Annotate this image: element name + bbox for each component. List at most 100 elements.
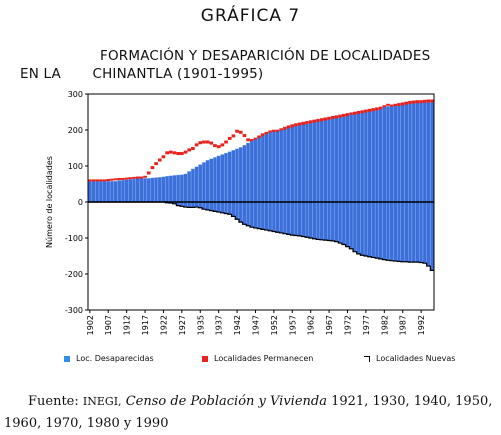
bar-desaparecidas [212, 157, 217, 203]
bar-permanecen [360, 110, 365, 114]
bar-permanecen [187, 148, 192, 152]
bar-permanecen [216, 145, 221, 149]
bar-nuevas [264, 201, 269, 231]
bar-nuevas [305, 201, 310, 238]
x-tick-label: 1972 [344, 315, 353, 335]
bar-permanecen [139, 176, 144, 179]
bar-permanecen [99, 179, 103, 182]
bar-permanecen [375, 107, 379, 111]
bar-desaparecidas [356, 111, 361, 203]
bar-nuevas [224, 201, 229, 214]
x-tick-label: 1962 [307, 315, 316, 335]
bar-permanecen [128, 177, 133, 180]
bar-nuevas [323, 201, 328, 241]
bar-desaparecidas [209, 158, 214, 203]
bar-permanecen [135, 176, 140, 179]
bar-nuevas [378, 201, 383, 260]
bar-desaparecidas [216, 155, 221, 203]
bar-permanecen [294, 123, 298, 127]
bar-nuevas [363, 201, 368, 257]
bar-permanecen [327, 116, 331, 120]
bar-desaparecidas [154, 177, 159, 203]
bar-nuevas [371, 201, 376, 258]
bar-permanecen [231, 134, 236, 138]
bar-nuevas [341, 201, 346, 245]
bar-nuevas [334, 201, 339, 242]
bar-permanecen [371, 108, 376, 112]
bar-desaparecidas [257, 136, 262, 203]
bar-permanecen [264, 131, 269, 135]
bar-permanecen [415, 100, 420, 104]
bar-desaparecidas [165, 175, 170, 203]
bar-permanecen [312, 119, 317, 123]
bar-nuevas [257, 201, 262, 229]
bar-permanecen [279, 128, 284, 131]
bar-permanecen [102, 179, 107, 182]
bar-desaparecidas [102, 180, 107, 203]
bar-nuevas [286, 201, 291, 235]
bar-permanecen [113, 178, 118, 181]
bar-permanecen [238, 130, 243, 134]
bar-permanecen [378, 106, 383, 110]
bar-permanecen [389, 104, 394, 107]
bar-permanecen [283, 126, 287, 130]
x-tick-label: 1987 [399, 315, 408, 335]
x-tick-label: 1907 [104, 315, 113, 335]
bar-desaparecidas [345, 114, 350, 203]
bar-nuevas [246, 201, 251, 226]
bar-desaparecidas [201, 162, 206, 203]
bar-desaparecidas [172, 175, 177, 203]
bar-permanecen [393, 103, 398, 106]
bar-nuevas [297, 201, 302, 236]
bar-desaparecidas [378, 107, 383, 203]
bar-nuevas [426, 201, 431, 267]
bar-desaparecidas [231, 150, 236, 203]
bar-permanecen [353, 111, 357, 115]
bar-permanecen [253, 137, 258, 140]
bar-permanecen [246, 138, 250, 142]
bar-desaparecidas [316, 119, 321, 203]
bar-desaparecidas [334, 116, 339, 203]
bar-nuevas [385, 201, 390, 261]
x-tick-label: 1935 [196, 315, 205, 335]
y-tick-label: 200 [68, 126, 83, 135]
bar-nuevas [271, 201, 276, 232]
bar-nuevas [352, 201, 357, 252]
figure-label: GRÁFICA 7 [200, 6, 301, 26]
bar-permanecen [95, 179, 100, 182]
bar-desaparecidas [109, 180, 114, 203]
bar-permanecen [132, 176, 136, 179]
bar-permanecen [180, 152, 184, 156]
bar-permanecen [124, 177, 129, 180]
bar-desaparecidas [338, 115, 343, 203]
bar-desaparecidas [246, 142, 251, 203]
bar-desaparecidas [161, 176, 166, 203]
bar-desaparecidas [98, 180, 103, 203]
bar-desaparecidas [268, 131, 273, 203]
bar-nuevas [290, 201, 295, 236]
x-tick-label: 1952 [270, 315, 279, 335]
bar-nuevas [360, 201, 365, 256]
bar-permanecen [172, 151, 177, 155]
bar-nuevas [422, 201, 427, 264]
bar-nuevas [282, 201, 287, 234]
bar-desaparecidas [224, 152, 229, 203]
bar-desaparecidas [297, 123, 302, 203]
legend-swatch-nuevas [364, 355, 370, 362]
bar-desaparecidas [194, 166, 199, 203]
bar-permanecen [121, 177, 125, 180]
bar-nuevas [316, 201, 321, 240]
bar-desaparecidas [319, 119, 324, 203]
bar-permanecen [257, 135, 261, 138]
bar-desaparecidas [238, 147, 243, 203]
bar-desaparecidas [382, 106, 387, 203]
bar-nuevas [356, 201, 361, 254]
bar-nuevas [260, 201, 265, 230]
bar-desaparecidas [411, 101, 416, 203]
bar-desaparecidas [106, 180, 111, 203]
bar-permanecen [157, 158, 162, 162]
bar-permanecen [106, 179, 111, 182]
bar-desaparecidas [408, 101, 413, 203]
bar-desaparecidas [253, 138, 258, 203]
bar-permanecen [411, 100, 416, 104]
